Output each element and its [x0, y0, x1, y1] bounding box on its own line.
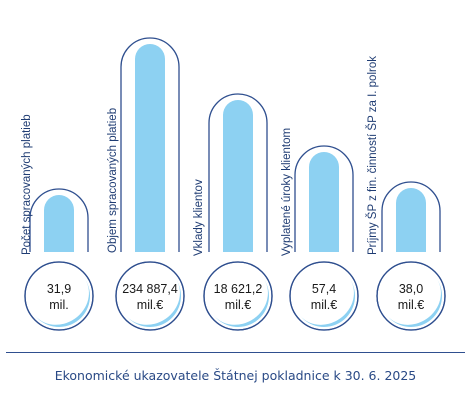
footer-divider [6, 352, 465, 353]
value-label: 57,4 [312, 282, 336, 296]
bar-outline [381, 181, 441, 252]
value-circle-ring [376, 261, 446, 331]
bar-outline [208, 93, 268, 252]
bar-outline [294, 145, 354, 252]
category-label: Objem spracovaných platieb [107, 108, 119, 253]
value-unit: mil.€ [225, 298, 251, 312]
category-label: Vklady klientov [193, 179, 205, 256]
bar [223, 100, 253, 253]
value-circle-ring [289, 261, 359, 331]
indicator-group: Objem spracovaných platieb 234 887,4 mil.€ [107, 37, 185, 331]
indicator-group: Príjmy ŠP z fin. činností ŠP za I. polro… [366, 56, 446, 331]
bar-outline [29, 188, 89, 252]
value-unit: mil.€ [398, 298, 424, 312]
value-label: 38,0 [399, 282, 423, 296]
value-unit: mil. [49, 298, 68, 312]
value-unit: mil.€ [311, 298, 337, 312]
bar [309, 152, 339, 252]
value-label: 234 887,4 [122, 282, 178, 296]
category-label: Počet spracovaných platieb [21, 114, 33, 255]
indicator-group: Vyplatené úroky klientom 57,4 mil.€ [281, 128, 359, 331]
indicator-group: Počet spracovaných platieb 31,9 mil. [21, 114, 94, 331]
category-label: Príjmy ŠP z fin. činností ŠP za I. polro… [366, 56, 379, 255]
bar-outline [120, 37, 180, 252]
value-unit: mil.€ [137, 298, 163, 312]
category-label: Vyplatené úroky klientom [281, 128, 293, 256]
bar [44, 195, 74, 252]
value-label: 31,9 [47, 282, 71, 296]
bar [396, 188, 426, 252]
value-circle-ring [24, 261, 94, 331]
value-label: 18 621,2 [214, 282, 263, 296]
value-circle-ring [115, 261, 185, 331]
value-circle-ring [203, 261, 273, 331]
chart-title: Ekonomické ukazovatele Štátnej pokladnic… [54, 368, 417, 383]
bar [135, 44, 165, 252]
indicator-group: Vklady klientov 18 621,2 mil.€ [193, 93, 273, 331]
